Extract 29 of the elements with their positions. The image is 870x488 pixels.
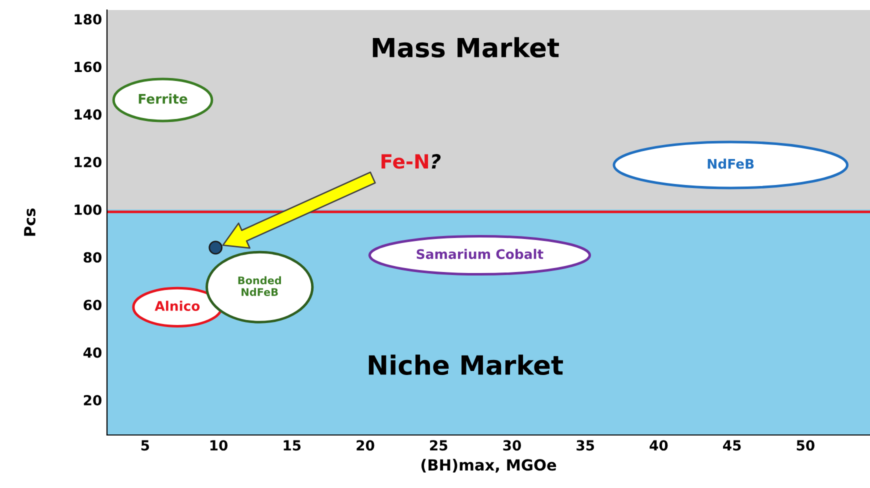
x-axis-title: (BH)max, MGOe (421, 458, 556, 473)
annotation: NdFeB (708, 158, 754, 169)
annotation: Bonded NdFeB (238, 276, 281, 296)
x-tick-label: 25 (430, 440, 448, 451)
x-tick-label: 5 (141, 440, 150, 451)
x-tick-label: 50 (796, 440, 814, 451)
y-tick-label: 120 (74, 156, 102, 168)
y-tick-label: 20 (84, 394, 102, 406)
y-tick-label: 180 (74, 14, 102, 25)
band-label: Mass Market (372, 37, 559, 58)
y-tick-label: 160 (74, 62, 102, 72)
annotation: Ferrite (138, 94, 188, 104)
annotation: Alnico (154, 300, 200, 311)
x-tick-label: 35 (576, 440, 594, 451)
y-tick-label: 80 (84, 252, 102, 263)
y-axis-title: Pcs (24, 208, 36, 236)
x-tick-label: 30 (503, 440, 521, 451)
y-tick-label: 100 (74, 204, 102, 215)
y-tick-label: 140 (74, 109, 102, 120)
annotation: Samarium Cobalt (416, 248, 544, 260)
y-tick-label: 40 (83, 347, 102, 358)
band-label: Niche Market (368, 354, 563, 376)
x-tick-label: 45 (723, 440, 741, 451)
x-tick-label: 40 (650, 440, 668, 451)
y-tick-label: 60 (84, 300, 102, 310)
x-tick-label: 20 (356, 440, 374, 451)
x-tick-label: 15 (284, 440, 301, 451)
annotation: Fe-N? (382, 154, 441, 169)
x-tick-label: 10 (210, 440, 228, 451)
